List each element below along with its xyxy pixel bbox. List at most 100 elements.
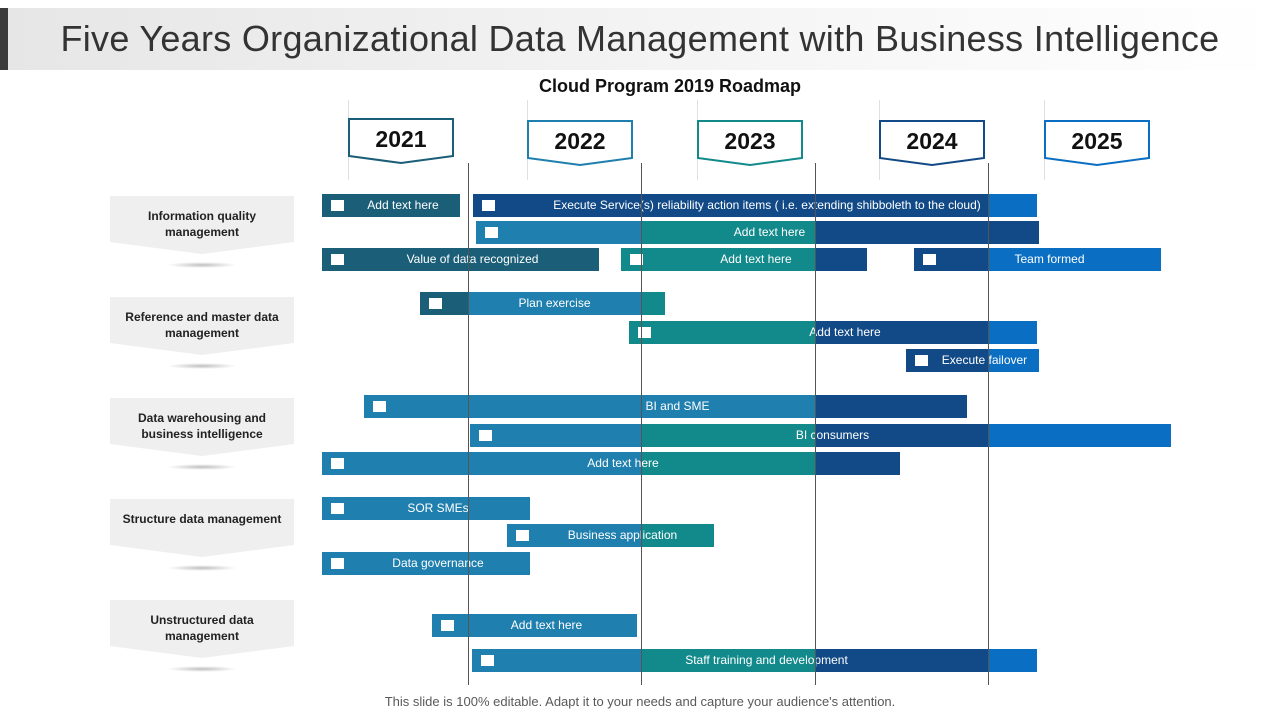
task-bar-segment [420, 292, 468, 315]
category-shadow [167, 363, 237, 369]
task-bar-segment [322, 452, 641, 475]
task-label: Execute failover [941, 353, 1028, 367]
year-label: 2024 [906, 128, 958, 154]
task-label: BI and SME [645, 399, 710, 413]
checkbox-marker-icon [482, 200, 495, 211]
task-bar: Add text here [432, 614, 637, 637]
task-label: Team formed [1014, 252, 1085, 266]
task-bar: Staff training and development [472, 649, 1037, 672]
task-bar-segment [322, 497, 530, 520]
checkbox-marker-icon [915, 355, 928, 366]
task-bar: BI and SME [364, 395, 967, 418]
task-label: Business application [567, 528, 678, 542]
year-tab-2024: 2024 [879, 120, 985, 166]
task-label: Data governance [392, 556, 484, 570]
task-bar-segment [914, 248, 988, 271]
category-shadow [167, 666, 237, 672]
task-label: BI consumers [795, 428, 870, 442]
year-tab-shape [1044, 120, 1150, 166]
task-label: Add text here [720, 252, 792, 266]
category-arrow-shape [110, 196, 294, 254]
year-divider-line [468, 163, 469, 685]
task-label: Add text here [733, 225, 806, 239]
task-bar-segment [629, 321, 815, 344]
task-bar-segment [470, 424, 641, 447]
task-bar: Add text here [322, 194, 460, 217]
category-arrow-shape [110, 600, 294, 658]
task-bar-segment [988, 349, 1039, 372]
year-label: 2021 [375, 126, 427, 152]
task-bar: Add text here [621, 248, 867, 271]
task-bar-segment [988, 248, 1161, 271]
task-bar-segment [507, 524, 641, 547]
task-label: Add text here [367, 198, 439, 212]
task-bar: Execute Service(s) reliability action it… [473, 194, 1037, 217]
task-label: Add text here [587, 456, 659, 470]
category-arrow-shape [110, 398, 294, 456]
roadmap-subtitle: Cloud Program 2019 Roadmap [538, 76, 802, 96]
task-bar: SOR SMEs [322, 497, 530, 520]
task-bar-segment [472, 649, 641, 672]
category-shadow [167, 262, 237, 268]
checkbox-marker-icon [331, 458, 344, 469]
year-tab-shape [348, 118, 454, 164]
task-bar-segment [432, 614, 637, 637]
category-label: Structure data management [122, 512, 282, 526]
task-bar-segment [641, 221, 815, 244]
task-bar-segment [988, 221, 1039, 244]
category-structure-data: Structure data management [110, 499, 294, 579]
task-label: Value of data recognized [406, 252, 539, 266]
task-label: Staff training and development [685, 653, 848, 667]
year-tab-shape [697, 120, 803, 166]
category-label: Reference and master data management [125, 310, 279, 340]
task-bar-segment [988, 194, 1037, 217]
task-bar-segment [988, 321, 1037, 344]
category-arrow-shape [110, 297, 294, 355]
category-information-quality: Information quality management [110, 196, 294, 276]
task-bar-segment [815, 649, 988, 672]
task-bar-segment [815, 395, 967, 418]
year-tab-2025: 2025 [1044, 120, 1150, 166]
task-bar-segment [815, 248, 867, 271]
task-label: Plan exercise [518, 296, 591, 310]
checkbox-marker-icon [479, 430, 492, 441]
task-bar-segment [322, 194, 460, 217]
category-data-warehousing: Data warehousing and business intelligen… [110, 398, 294, 478]
task-bar-segment [641, 424, 815, 447]
checkbox-marker-icon [923, 254, 936, 265]
checkbox-marker-icon [331, 254, 344, 265]
task-bar: BI consumers [470, 424, 1171, 447]
task-bar: Add text here [322, 452, 900, 475]
checkbox-marker-icon [481, 655, 494, 666]
task-bar-segment [322, 248, 599, 271]
task-bar-segment [473, 194, 988, 217]
category-shadow [167, 464, 237, 470]
checkbox-marker-icon [638, 327, 651, 338]
checkbox-marker-icon [630, 254, 643, 265]
task-bar-segment [641, 649, 815, 672]
task-label: Add text here [510, 618, 583, 632]
task-bar: Execute failover [906, 349, 1039, 372]
task-bar: Plan exercise [420, 292, 665, 315]
task-label: Add text here [809, 325, 881, 339]
category-label: Unstructured data management [150, 613, 254, 643]
category-arrow-shape [110, 499, 294, 557]
task-bar-segment [364, 395, 468, 418]
task-bar-segment [641, 524, 714, 547]
year-label: 2023 [724, 128, 776, 154]
task-label: SOR SMEs [407, 501, 469, 515]
page-title: Five Years Organizational Data Managemen… [60, 18, 1220, 59]
category-unstructured-data: Unstructured data management [110, 600, 294, 680]
year-divider-line [641, 163, 642, 685]
checkbox-marker-icon [485, 227, 498, 238]
footer-note: This slide is 100% editable. Adapt it to… [384, 694, 896, 709]
checkbox-marker-icon [373, 401, 386, 412]
year-tab-shape [527, 120, 633, 166]
year-divider-line [815, 163, 816, 685]
checkbox-marker-icon [331, 200, 344, 211]
category-label: Information quality management [148, 209, 256, 239]
task-bar: Data governance [322, 552, 530, 575]
year-tab-2021: 2021 [348, 118, 454, 164]
task-bar-segment [815, 321, 988, 344]
